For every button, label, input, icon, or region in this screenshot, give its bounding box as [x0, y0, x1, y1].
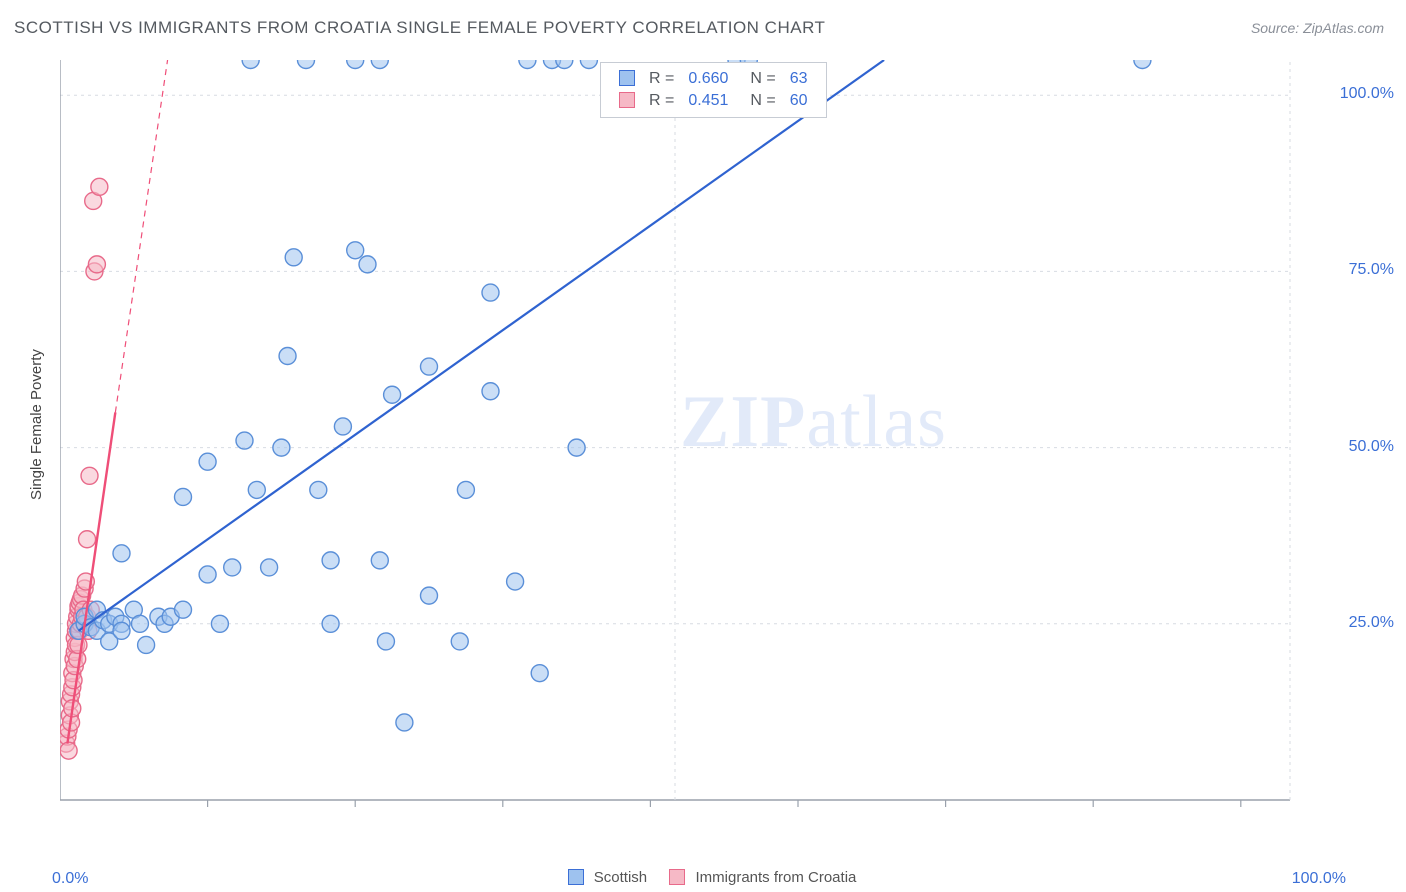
source-credit: Source: ZipAtlas.com	[1251, 20, 1384, 36]
y-tick-label: 100.0%	[1340, 85, 1394, 103]
y-tick-label: 25.0%	[1349, 614, 1394, 632]
legend-bottom: Scottish Immigrants from Croatia	[0, 869, 1406, 886]
legend-swatch-croatia	[669, 869, 685, 885]
y-tick-label: 75.0%	[1349, 261, 1394, 279]
stats-legend-box: R =0.660N =63R =0.451N =60	[600, 62, 827, 118]
plot-area: R =0.660N =63R =0.451N =60 ZIPatlas	[60, 60, 1320, 820]
source-prefix: Source:	[1251, 20, 1303, 36]
chart-container: SCOTTISH VS IMMIGRANTS FROM CROATIA SING…	[0, 0, 1406, 892]
chart-title: SCOTTISH VS IMMIGRANTS FROM CROATIA SING…	[14, 18, 825, 38]
legend-swatch-scottish	[568, 869, 584, 885]
y-axis-label: Single Female Poverty	[28, 349, 45, 500]
watermark: ZIPatlas	[680, 380, 947, 465]
y-tick-label: 50.0%	[1349, 438, 1394, 456]
watermark-zip: ZIP	[680, 381, 806, 463]
legend-label-scottish: Scottish	[594, 869, 647, 886]
watermark-atlas: atlas	[806, 381, 947, 463]
legend-label-croatia: Immigrants from Croatia	[696, 869, 857, 886]
source-name: ZipAtlas.com	[1303, 20, 1384, 36]
